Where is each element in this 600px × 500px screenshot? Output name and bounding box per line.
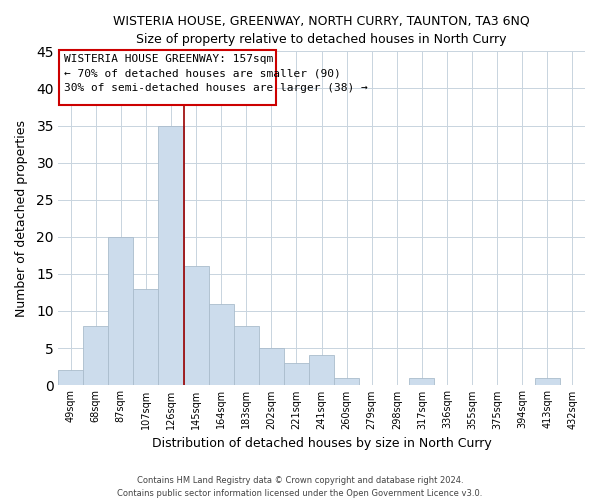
FancyBboxPatch shape (59, 50, 277, 104)
Text: 30% of semi-detached houses are larger (38) →: 30% of semi-detached houses are larger (… (64, 83, 368, 93)
Text: WISTERIA HOUSE GREENWAY: 157sqm: WISTERIA HOUSE GREENWAY: 157sqm (64, 54, 274, 64)
Bar (58, 370, 83, 385)
X-axis label: Distribution of detached houses by size in North Curry: Distribution of detached houses by size … (152, 437, 491, 450)
Title: WISTERIA HOUSE, GREENWAY, NORTH CURRY, TAUNTON, TA3 6NQ
Size of property relativ: WISTERIA HOUSE, GREENWAY, NORTH CURRY, T… (113, 15, 530, 46)
Bar (184, 266, 209, 385)
Text: ← 70% of detached houses are smaller (90): ← 70% of detached houses are smaller (90… (64, 68, 341, 78)
Bar (535, 378, 560, 385)
Text: Contains HM Land Registry data © Crown copyright and database right 2024.
Contai: Contains HM Land Registry data © Crown c… (118, 476, 482, 498)
Bar (83, 326, 109, 385)
Bar (158, 126, 184, 385)
Bar (259, 348, 284, 385)
Bar (334, 378, 359, 385)
Bar (109, 237, 133, 385)
Bar (133, 288, 158, 385)
Bar (309, 356, 334, 385)
Bar (284, 363, 309, 385)
Y-axis label: Number of detached properties: Number of detached properties (15, 120, 28, 316)
Bar (209, 304, 234, 385)
Bar (234, 326, 259, 385)
Bar (409, 378, 434, 385)
